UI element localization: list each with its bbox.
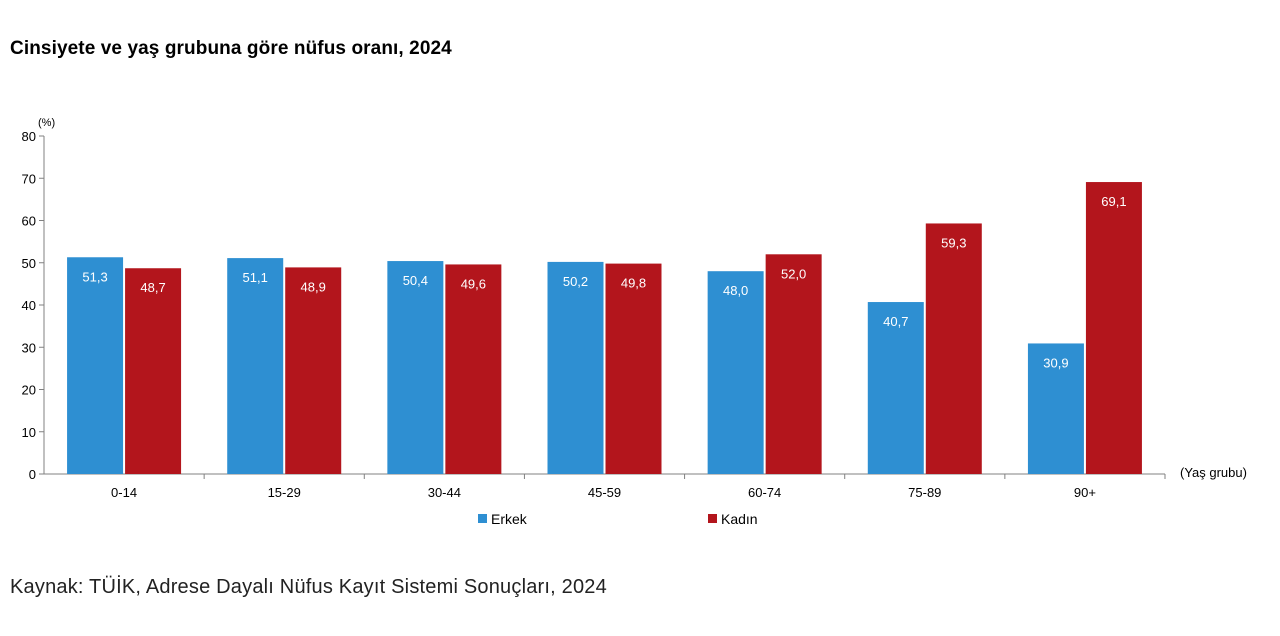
bar-erkek-60-74 — [707, 271, 764, 474]
bar-erkek-0-14 — [67, 257, 124, 474]
data-label: 48,9 — [301, 279, 326, 294]
y-tick-label: 80 — [22, 129, 36, 144]
chart-title: Cinsiyete ve yaş grubuna göre nüfus oran… — [10, 38, 452, 59]
y-tick-label: 0 — [29, 467, 36, 482]
bar-kadın-60-74 — [765, 254, 822, 474]
data-label: 69,1 — [1101, 194, 1126, 209]
bar-kadın-0-14 — [125, 268, 182, 474]
source-note: Kaynak: TÜİK, Adrese Dayalı Nüfus Kayıt … — [10, 576, 607, 598]
data-label: 49,8 — [621, 276, 646, 291]
y-tick-label: 50 — [22, 256, 36, 271]
y-tick-label: 70 — [22, 171, 36, 186]
y-tick-label: 60 — [22, 214, 36, 229]
bar-erkek-90+ — [1027, 343, 1084, 474]
y-axis-label: (%) — [38, 117, 55, 129]
legend-swatch-kadın — [708, 514, 717, 523]
x-tick-label: 75-89 — [908, 485, 941, 500]
data-label: 51,3 — [82, 269, 107, 284]
data-label: 48,7 — [140, 280, 165, 295]
bar-erkek-45-59 — [547, 261, 604, 474]
x-tick-label: 15-29 — [268, 485, 301, 500]
bar-kadın-45-59 — [605, 263, 662, 474]
data-label: 50,2 — [563, 274, 588, 289]
bar-erkek-15-29 — [227, 258, 284, 474]
x-tick-label: 45-59 — [588, 485, 621, 500]
y-tick-label: 40 — [22, 298, 36, 313]
axes: 0 10 20 30 40 50 60 70 80(%) (Yaş grubu) 0-14 15-29… — [22, 117, 1247, 500]
data-label: 51,1 — [243, 270, 268, 285]
legend: Erkek Kadın — [478, 511, 758, 527]
bar-erkek-30-44 — [387, 261, 444, 474]
data-label: 49,6 — [461, 276, 486, 291]
x-tick-label: 0-14 — [111, 485, 137, 500]
y-tick-label: 10 — [22, 425, 36, 440]
data-label: 50,4 — [403, 273, 428, 288]
y-tick-label: 20 — [22, 383, 36, 398]
data-label: 40,7 — [883, 314, 908, 329]
x-axis-label: (Yaş grubu) — [1180, 465, 1247, 480]
y-tick-label: 30 — [22, 340, 36, 355]
legend-label-kadın: Kadın — [721, 511, 758, 527]
data-label: 59,3 — [941, 235, 966, 250]
data-label: 52,0 — [781, 266, 806, 281]
bar-kadın-30-44 — [445, 264, 502, 474]
legend-swatch-erkek — [478, 514, 487, 523]
bar-kadın-75-89 — [925, 223, 982, 474]
bar-erkek-75-89 — [867, 302, 924, 474]
bar-kadın-90+ — [1085, 182, 1142, 475]
bar-chart: 0 10 20 30 40 50 60 70 80(%) (Yaş grubu) 0-14 15-29… — [22, 117, 1247, 527]
bar-kadın-15-29 — [285, 267, 342, 474]
data-label: 48,0 — [723, 283, 748, 298]
data-label: 30,9 — [1043, 355, 1068, 370]
x-tick-label: 30-44 — [428, 485, 461, 500]
legend-label-erkek: Erkek — [491, 511, 528, 527]
bars: 51,3 48,7 51,1 48,9 50,4 49,6 50,2 49,8 48,0 52,0… — [67, 182, 1142, 475]
x-tick-label: 60-74 — [748, 485, 781, 500]
x-tick-label: 90+ — [1074, 485, 1096, 500]
